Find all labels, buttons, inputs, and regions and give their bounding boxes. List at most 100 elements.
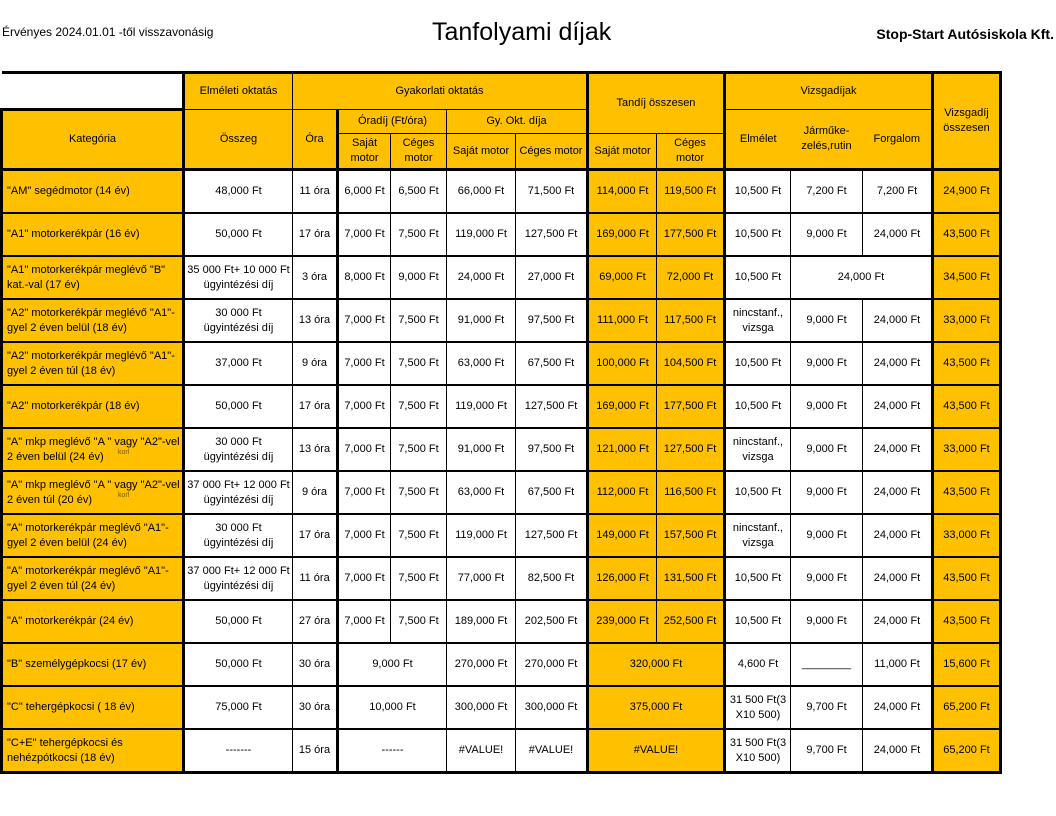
cell-category: "A1" motorkerékpár meglévő "B" kat.-val …: [0, 255, 184, 300]
exam-theory-text: 31 500 Ft(3 X10 500): [729, 693, 787, 721]
hourly-company-text: 7,500 Ft: [398, 443, 439, 455]
cell-total-company: 104,500 Ft: [656, 341, 725, 386]
cell-hourly-own: 7,000 Ft: [336, 513, 391, 558]
cell-total-own: 239,000 Ft: [586, 599, 657, 644]
practice-company-text: 300,000 Ft: [524, 701, 578, 713]
exam-driving-text: ________: [802, 658, 851, 670]
hours-text: 17 óra: [298, 400, 331, 412]
exam-driving-text: 9,000 Ft: [806, 572, 847, 584]
cell-total-own: 169,000 Ft: [586, 384, 657, 429]
hourly-company-text: 7,500 Ft: [398, 615, 439, 627]
cell-theory-fee: 37,000 Ft: [182, 341, 293, 386]
exam-driving-text: 9,700 Ft: [806, 744, 847, 756]
total-own-text: 112,000 Ft: [596, 486, 649, 498]
cell-total-own: 149,000 Ft: [586, 513, 657, 558]
exam-theory-text: 10,500 Ft: [734, 615, 782, 627]
hours-text: 13 óra: [298, 443, 331, 455]
exam-traffic-text: 7,200 Ft: [876, 185, 918, 197]
total-company-text: 119,500 Ft: [664, 185, 716, 197]
theory-fee-text: 50,000 Ft: [215, 658, 262, 670]
cell-hourly-own: ------: [336, 728, 447, 774]
exam-total-text: 24,900 Ft: [943, 185, 990, 197]
cell-practice-company: 82,500 Ft: [515, 556, 588, 601]
cell-hourly-own: 7,000 Ft: [336, 298, 391, 343]
category-text: "A1" motorkerékpár meglévő "B" kat.-val …: [7, 263, 166, 291]
table-row: "A" motorkerékpár (24 év) 50,000 Ft 27 óra…: [0, 599, 1002, 644]
cell-exam-traffic: 7,200 Ft: [862, 169, 933, 214]
cell-hourly-own: 7,000 Ft: [336, 599, 391, 644]
category-text: "AM" segédmotor (14 év): [7, 185, 130, 197]
table-row: "A" mkp meglévő "A " vagy "A2"-vel 2 éve…: [0, 427, 1002, 472]
cell-exam-total: 43,500 Ft: [931, 212, 1002, 257]
cell-exam-driving: 9,000 Ft: [790, 427, 863, 472]
hourly-own-text: 6,000 Ft: [344, 185, 385, 197]
exam-driving-text: 9,700 Ft: [806, 701, 847, 713]
cell-exam-driving: 9,700 Ft: [790, 728, 863, 774]
hours-text: 11 óra: [299, 185, 330, 197]
header-osszeg: Összeg: [182, 109, 293, 171]
cell-practice-company: 97,500 Ft: [515, 427, 588, 472]
cell-practice-company: 127,500 Ft: [515, 212, 588, 257]
cell-total-company: 119,500 Ft: [656, 169, 725, 214]
cell-hours: 3 óra: [292, 255, 338, 300]
cell-theory-fee: 50,000 Ft: [182, 212, 293, 257]
category-text: "A2" motorkerékpár meglévő "A1"-gyel 2 é…: [7, 306, 175, 334]
hours-text: 15 óra: [298, 744, 331, 756]
cell-hourly-own: 7,000 Ft: [336, 212, 391, 257]
hours-text: 30 óra: [298, 701, 331, 713]
practice-company-text: 71,500 Ft: [527, 185, 575, 197]
practice-company-text: 127,500 Ft: [524, 529, 578, 541]
cell-practice-own: 119,000 Ft: [446, 212, 516, 257]
header-jarmukezeles: Járműke-zelés,rutin: [790, 109, 863, 171]
cell-hourly-own: 7,000 Ft: [336, 556, 391, 601]
cell-exam-total: 43,500 Ft: [931, 470, 1002, 515]
cell-exam-total: 33,000 Ft: [931, 513, 1002, 558]
table-row: "A2" motorkerékpár meglévő "A1"-gyel 2 é…: [0, 341, 1002, 386]
cell-exam-theory: 10,500 Ft: [723, 599, 791, 644]
table-row: "C+E" tehergépkocsi és nehézpótkocsi (18…: [0, 728, 1002, 774]
cell-exam-total: 43,500 Ft: [931, 384, 1002, 429]
exam-traffic-text: 24,000 Ft: [873, 701, 921, 713]
cell-hours: 17 óra: [292, 384, 338, 429]
cell-exam-total: 24,900 Ft: [931, 169, 1002, 214]
cell-practice-own: 91,000 Ft: [446, 427, 516, 472]
header-elmeleti: Elméleti oktatás: [182, 71, 293, 110]
cell-exam-traffic: 24,000 Ft: [862, 728, 933, 774]
theory-fee-text: 30 000 Ft ügyintézési díj: [203, 306, 274, 334]
practice-own-text: 63,000 Ft: [457, 357, 505, 369]
cell-hourly-company: 7,500 Ft: [390, 470, 447, 515]
category-text: "B" személygépkocsi (17 év): [7, 658, 147, 670]
cell-exam-driving: 9,000 Ft: [790, 298, 863, 343]
cell-exam-driving: 9,000 Ft: [790, 470, 863, 515]
cell-hourly-own: 8,000 Ft: [336, 255, 391, 300]
cell-category: "A" motorkerékpár (24 év): [0, 599, 184, 644]
cell-category: "B" személygépkocsi (17 év): [0, 642, 184, 687]
exam-driving-text: 9,000 Ft: [806, 357, 847, 369]
category-text: "C" tehergépkocsi ( 18 év): [7, 701, 135, 713]
theory-fee-text: 50,000 Ft: [215, 228, 262, 240]
cell-category: "A2" motorkerékpár (18 év): [0, 384, 184, 429]
table-row: "B" személygépkocsi (17 év) 50,000 Ft 30 ó…: [0, 642, 1002, 687]
cell-total-own: 114,000 Ft: [586, 169, 657, 214]
cell-theory-fee: 50,000 Ft: [182, 642, 293, 687]
table-row: "A1" motorkerékpár meglévő "B" kat.-val …: [0, 255, 1002, 300]
cell-hourly-company: 7,500 Ft: [390, 384, 447, 429]
cell-total-company: 117,500 Ft: [656, 298, 725, 343]
exam-driving-text: 9,000 Ft: [806, 615, 847, 627]
hourly-own-text: 7,000 Ft: [344, 400, 385, 412]
exam-theory-text: 10,500 Ft: [734, 400, 782, 412]
cell-exam-total: 34,500 Ft: [931, 255, 1002, 300]
cell-practice-company: 202,500 Ft: [515, 599, 588, 644]
hourly-company-text: 9,000 Ft: [398, 271, 439, 283]
theory-fee-text: 48,000 Ft: [215, 185, 262, 197]
theory-fee-text: 35 000 Ft+ 10 000 Ft ügyintézési díj: [187, 263, 290, 291]
empty-corner: [1, 71, 184, 111]
total-own-text: 375,000 Ft: [629, 701, 683, 713]
cell-total-company: 177,500 Ft: [656, 384, 725, 429]
cell-practice-company: 127,500 Ft: [515, 384, 588, 429]
practice-own-text: 119,000 Ft: [455, 400, 507, 412]
cell-theory-fee: 30 000 Ft ügyintézési díj: [182, 298, 293, 343]
cell-exam-theory: 10,500 Ft: [723, 470, 791, 515]
cell-hours: 17 óra: [292, 212, 338, 257]
practice-own-text: #VALUE!: [458, 744, 504, 756]
